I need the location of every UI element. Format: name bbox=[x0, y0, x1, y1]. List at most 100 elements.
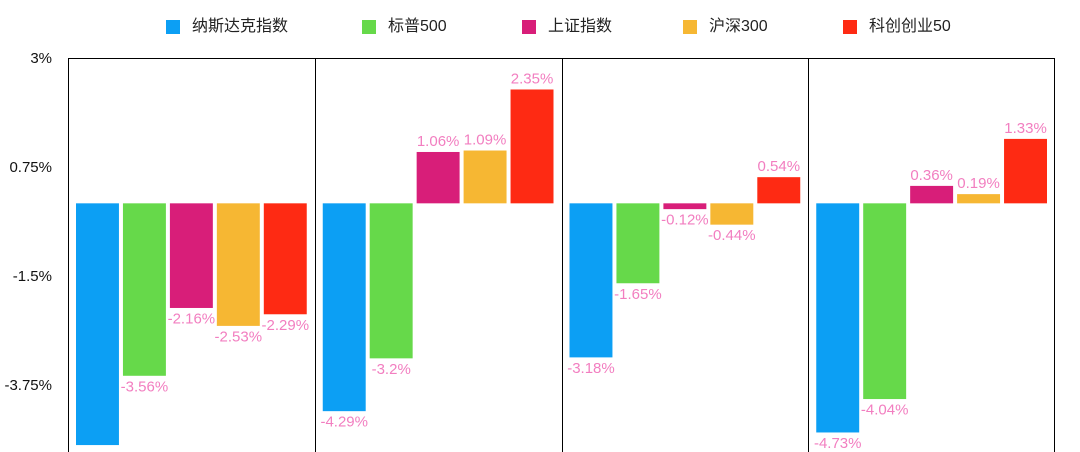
y-tick-label: -1.5% bbox=[13, 268, 52, 285]
data-label-unit: % bbox=[695, 212, 708, 229]
data-label-value: 1.33 bbox=[1004, 120, 1033, 137]
bar-s0-g3[interactable] bbox=[816, 203, 860, 433]
data-label: 2.35% bbox=[511, 71, 554, 88]
data-label-unit: % bbox=[787, 158, 800, 175]
data-label: -0.44% bbox=[708, 227, 756, 244]
data-label: -2.53% bbox=[215, 328, 263, 345]
data-label-unit: % bbox=[296, 317, 309, 334]
bar-s4-g3[interactable] bbox=[1004, 138, 1047, 204]
bar-s3-g1[interactable] bbox=[463, 150, 507, 204]
data-label-unit: % bbox=[493, 132, 506, 149]
bar-s0-g0[interactable] bbox=[76, 203, 119, 446]
data-label-unit: % bbox=[397, 361, 410, 378]
legend-label-sp500: 标普500 bbox=[388, 18, 447, 35]
y-axis: 3%0.75%-1.5%-3.75% bbox=[4, 50, 52, 394]
data-label-unit: % bbox=[940, 167, 953, 184]
data-label-value: 2.35 bbox=[511, 71, 540, 88]
data-label-unit: % bbox=[987, 175, 1000, 192]
bar-s2-g1[interactable] bbox=[416, 151, 460, 204]
data-label-unit: % bbox=[155, 378, 168, 395]
y-tick-value: 3 bbox=[30, 50, 38, 67]
data-label-value: 0.36 bbox=[910, 167, 939, 184]
data-label: -4.29% bbox=[320, 414, 368, 431]
data-label-unit: % bbox=[648, 286, 661, 303]
data-label-value: -0.44 bbox=[708, 227, 742, 244]
data-label-value: 1.06 bbox=[417, 133, 446, 150]
bar-s3-g0[interactable] bbox=[216, 203, 260, 326]
data-label-value: -3.2 bbox=[372, 361, 398, 378]
bar-s4-g0[interactable] bbox=[263, 203, 307, 315]
data-label-value: 0.54 bbox=[757, 158, 786, 175]
data-label-value: -2.53 bbox=[215, 328, 249, 345]
data-label-value: -4.29 bbox=[320, 414, 354, 431]
legend-item-nasdaq[interactable]: 纳斯达克指数 bbox=[166, 17, 288, 37]
data-label: -2.29% bbox=[262, 317, 310, 334]
legend-swatch-sp500 bbox=[362, 20, 376, 34]
legend-label-star-chinext50: 科创创业50 bbox=[869, 18, 951, 35]
y-tick-label: 0.75% bbox=[9, 159, 52, 176]
legend-label-shanghai: 上证指数 bbox=[548, 18, 613, 35]
data-label-unit: % bbox=[1033, 120, 1046, 137]
data-label-value: -2.16 bbox=[168, 311, 202, 328]
data-label: -1.65% bbox=[614, 286, 662, 303]
y-tick-label: 3% bbox=[30, 50, 52, 67]
data-label-unit: % bbox=[202, 311, 215, 328]
legend-item-sp500[interactable]: 标普500 bbox=[362, 17, 447, 37]
bar-s3-g3[interactable] bbox=[957, 194, 1001, 204]
bar-s3-g2[interactable] bbox=[710, 203, 754, 225]
data-label-unit: % bbox=[742, 227, 755, 244]
legend-swatch-csi300 bbox=[683, 20, 697, 34]
data-label: 0.19% bbox=[957, 175, 1000, 192]
data-label: -0.12% bbox=[661, 212, 709, 229]
bar-s2-g0[interactable] bbox=[169, 203, 213, 308]
data-label: -2.16% bbox=[168, 311, 216, 328]
data-label-value: 0.19 bbox=[957, 175, 986, 192]
data-label-value: -1.65 bbox=[614, 286, 648, 303]
legend-swatch-nasdaq bbox=[166, 20, 180, 34]
y-tick-unit: % bbox=[39, 377, 52, 394]
legend-item-csi300[interactable]: 沪深300 bbox=[683, 17, 768, 37]
bar-s4-g1[interactable] bbox=[510, 89, 554, 204]
bars bbox=[76, 89, 1047, 446]
data-label: 1.33% bbox=[1004, 120, 1047, 137]
bar-s4-g2[interactable] bbox=[757, 177, 801, 204]
legend-label-csi300: 沪深300 bbox=[709, 18, 768, 35]
bar-s2-g3[interactable] bbox=[910, 185, 954, 204]
data-label-unit: % bbox=[848, 435, 861, 452]
data-labels: -3.56%-2.16%-2.53%-2.29%-4.29%-3.2%1.06%… bbox=[121, 71, 1047, 452]
data-label-unit: % bbox=[601, 360, 614, 377]
data-label-value: 1.09 bbox=[464, 132, 493, 149]
legend-label-nasdaq: 纳斯达克指数 bbox=[192, 18, 289, 35]
bar-s1-g1[interactable] bbox=[369, 203, 413, 359]
y-tick-value: -3.75 bbox=[4, 377, 38, 394]
legend: 纳斯达克指数 标普500 上证指数 沪深300 科创创业50 bbox=[0, 0, 1080, 50]
data-label: -4.73% bbox=[814, 435, 862, 452]
data-label: -3.56% bbox=[121, 378, 169, 395]
data-label-unit: % bbox=[895, 402, 908, 419]
y-tick-unit: % bbox=[39, 50, 52, 67]
data-label: 1.06% bbox=[417, 133, 460, 150]
legend-item-shanghai[interactable]: 上证指数 bbox=[522, 17, 612, 37]
data-label: -3.18% bbox=[567, 360, 615, 377]
bar-s2-g2[interactable] bbox=[663, 203, 707, 210]
bar-s0-g1[interactable] bbox=[322, 203, 366, 412]
data-label-value: -0.12 bbox=[661, 212, 695, 229]
data-label-value: -3.56 bbox=[121, 378, 155, 395]
bar-s1-g3[interactable] bbox=[863, 203, 907, 400]
data-label-value: -4.04 bbox=[861, 402, 895, 419]
bar-s0-g2[interactable] bbox=[569, 203, 613, 358]
legend-item-star-chinext50[interactable]: 科创创业50 bbox=[843, 17, 951, 37]
bar-s1-g0[interactable] bbox=[122, 203, 166, 376]
bar-s1-g2[interactable] bbox=[616, 203, 660, 284]
data-label: -3.2% bbox=[372, 361, 411, 378]
legend-swatch-shanghai bbox=[522, 20, 536, 34]
y-tick-value: 0.75 bbox=[9, 159, 38, 176]
plot-frame bbox=[68, 58, 1055, 452]
data-label-value: -2.29 bbox=[262, 317, 296, 334]
y-tick-unit: % bbox=[39, 159, 52, 176]
y-tick-unit: % bbox=[39, 268, 52, 285]
data-label: 0.36% bbox=[910, 167, 953, 184]
y-tick-label: -3.75% bbox=[4, 377, 52, 394]
